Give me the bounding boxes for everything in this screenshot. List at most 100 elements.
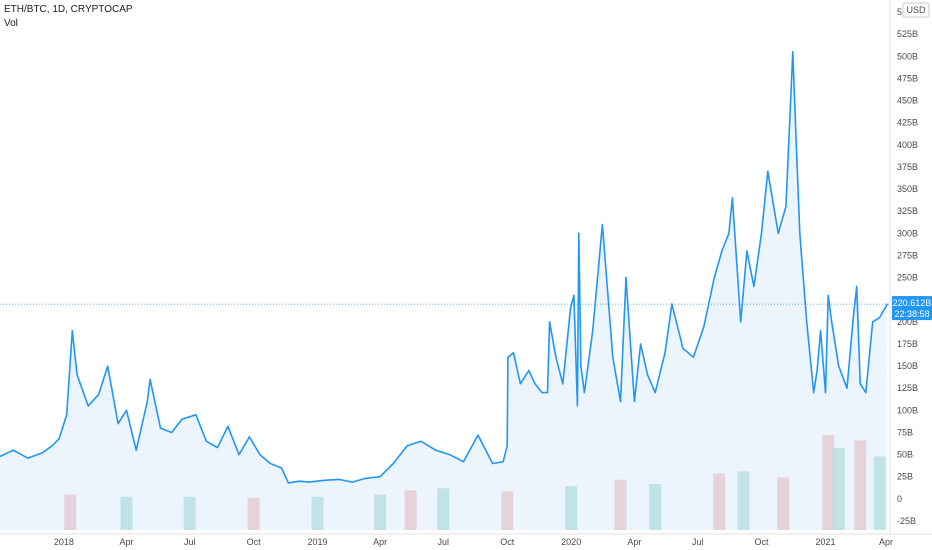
x-tick-label: Jul xyxy=(692,537,704,547)
price-point xyxy=(856,285,858,287)
price-point xyxy=(731,197,734,199)
price-point xyxy=(58,438,60,440)
price-point xyxy=(351,481,353,483)
y-tick-label: 325B xyxy=(897,206,918,216)
price-point xyxy=(647,374,649,376)
x-tick-label: 2020 xyxy=(561,537,581,547)
price-point xyxy=(171,431,173,434)
x-tick-label: Apr xyxy=(879,537,893,547)
price-point xyxy=(519,383,522,385)
x-tick-label: 2019 xyxy=(307,537,327,547)
price-point xyxy=(625,277,627,279)
price-point xyxy=(865,392,867,394)
price-point xyxy=(507,356,509,358)
price-point xyxy=(338,478,340,480)
price-line xyxy=(0,51,888,484)
price-point xyxy=(238,454,240,456)
price-point xyxy=(753,285,755,287)
price-point xyxy=(601,223,604,226)
x-tick-label: Oct xyxy=(754,537,769,547)
price-point xyxy=(117,423,119,425)
price-point xyxy=(41,452,44,454)
y-tick-label: 50B xyxy=(897,450,913,460)
y-tick-label: 375B xyxy=(897,162,918,172)
price-point xyxy=(785,206,787,208)
price-point xyxy=(308,481,310,483)
currency-badge[interactable]: USD xyxy=(902,2,930,18)
price-point xyxy=(125,409,128,411)
price-point xyxy=(259,454,261,456)
price-tag-countdown: 22:38:58 xyxy=(894,309,929,319)
price-point xyxy=(746,250,748,252)
price-point xyxy=(512,352,515,354)
y-tick-label: 425B xyxy=(897,118,918,128)
price-point xyxy=(534,383,536,385)
price-point xyxy=(379,476,381,478)
price-point xyxy=(51,445,53,447)
price-point xyxy=(205,440,207,442)
price-point xyxy=(492,462,494,465)
price-point xyxy=(852,316,854,318)
price-point xyxy=(583,392,586,394)
price-area xyxy=(0,51,888,531)
price-point xyxy=(392,462,394,465)
price-point xyxy=(506,445,508,447)
price-point xyxy=(502,461,504,463)
y-tick-label: 500B xyxy=(897,51,918,61)
price-point xyxy=(872,321,874,323)
price-point xyxy=(248,436,250,438)
price-point xyxy=(528,369,530,372)
y-tick-label: 100B xyxy=(897,405,918,415)
y-tick-label: 150B xyxy=(897,361,918,371)
price-point xyxy=(66,414,68,416)
price-point xyxy=(682,347,684,349)
price-point xyxy=(149,378,151,380)
price-point xyxy=(777,232,779,234)
price-point xyxy=(767,170,769,172)
price-point xyxy=(477,434,479,436)
price-point xyxy=(562,383,564,385)
price-point xyxy=(71,330,73,332)
price-point xyxy=(420,440,422,442)
y-tick-label: -25B xyxy=(897,516,916,526)
price-point xyxy=(146,400,148,403)
price-point xyxy=(721,250,723,252)
price-point xyxy=(827,294,829,296)
price-point xyxy=(806,321,808,323)
price-point xyxy=(713,277,715,279)
price-point xyxy=(555,356,557,358)
price-tag-value: 220.612B xyxy=(893,298,932,308)
x-tick-label: Apr xyxy=(373,537,387,547)
x-tick-label: Jul xyxy=(184,537,196,547)
y-tick-label: 175B xyxy=(897,339,918,349)
price-point xyxy=(159,427,162,429)
y-tick-label: 475B xyxy=(897,73,918,83)
price-point xyxy=(27,457,29,459)
price-point xyxy=(269,462,271,465)
y-tick-label: 200B xyxy=(897,317,918,327)
y-tick-label: 125B xyxy=(897,383,918,393)
price-point xyxy=(181,418,183,420)
price-point xyxy=(135,449,137,451)
x-tick-label: Jul xyxy=(438,537,450,547)
price-point xyxy=(619,400,622,403)
price-point xyxy=(287,482,289,484)
price-point xyxy=(280,467,282,469)
price-point xyxy=(76,374,78,376)
price-point xyxy=(816,369,818,372)
y-tick-label: 250B xyxy=(897,273,918,283)
price-point xyxy=(449,454,451,456)
price-point xyxy=(227,425,229,427)
y-tick-label: 75B xyxy=(897,428,913,438)
y-tick-label: 525B xyxy=(897,29,918,39)
price-point xyxy=(640,343,642,345)
price-point xyxy=(462,461,465,463)
price-point xyxy=(576,405,579,407)
x-tick-label: Apr xyxy=(627,537,641,547)
y-tick-label: 350B xyxy=(897,184,918,194)
time-axis: 162018AprJulOct2019AprJulOct2020AprJulOc… xyxy=(0,533,932,547)
price-point xyxy=(107,365,109,367)
price-point xyxy=(549,321,551,323)
y-tick-label: 300B xyxy=(897,228,918,238)
x-tick-label: 2021 xyxy=(815,537,835,547)
